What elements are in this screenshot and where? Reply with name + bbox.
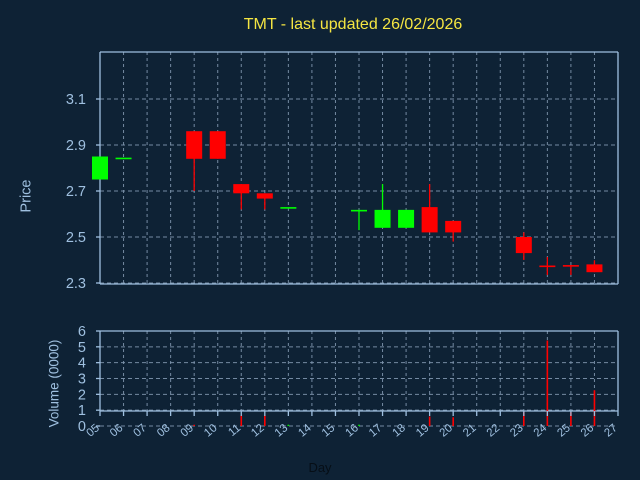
svg-text:2.5: 2.5 xyxy=(66,230,86,246)
svg-text:2.3: 2.3 xyxy=(66,276,86,292)
svg-text:0: 0 xyxy=(78,419,86,435)
svg-text:1: 1 xyxy=(78,403,86,419)
svg-text:Price: Price xyxy=(19,179,35,212)
svg-text:2.7: 2.7 xyxy=(66,184,86,200)
svg-text:2: 2 xyxy=(78,387,86,403)
svg-text:5: 5 xyxy=(78,340,86,356)
svg-text:3.1: 3.1 xyxy=(66,92,86,108)
svg-text:6: 6 xyxy=(78,324,86,340)
svg-text:3: 3 xyxy=(78,372,86,388)
svg-text:Day: Day xyxy=(308,460,332,475)
svg-text:2.9: 2.9 xyxy=(66,138,86,154)
svg-text:Volume (0000): Volume (0000) xyxy=(47,340,62,428)
svg-text:4: 4 xyxy=(78,356,86,372)
svg-text:TMT - last updated 26/02/2026: TMT - last updated 26/02/2026 xyxy=(244,16,463,33)
